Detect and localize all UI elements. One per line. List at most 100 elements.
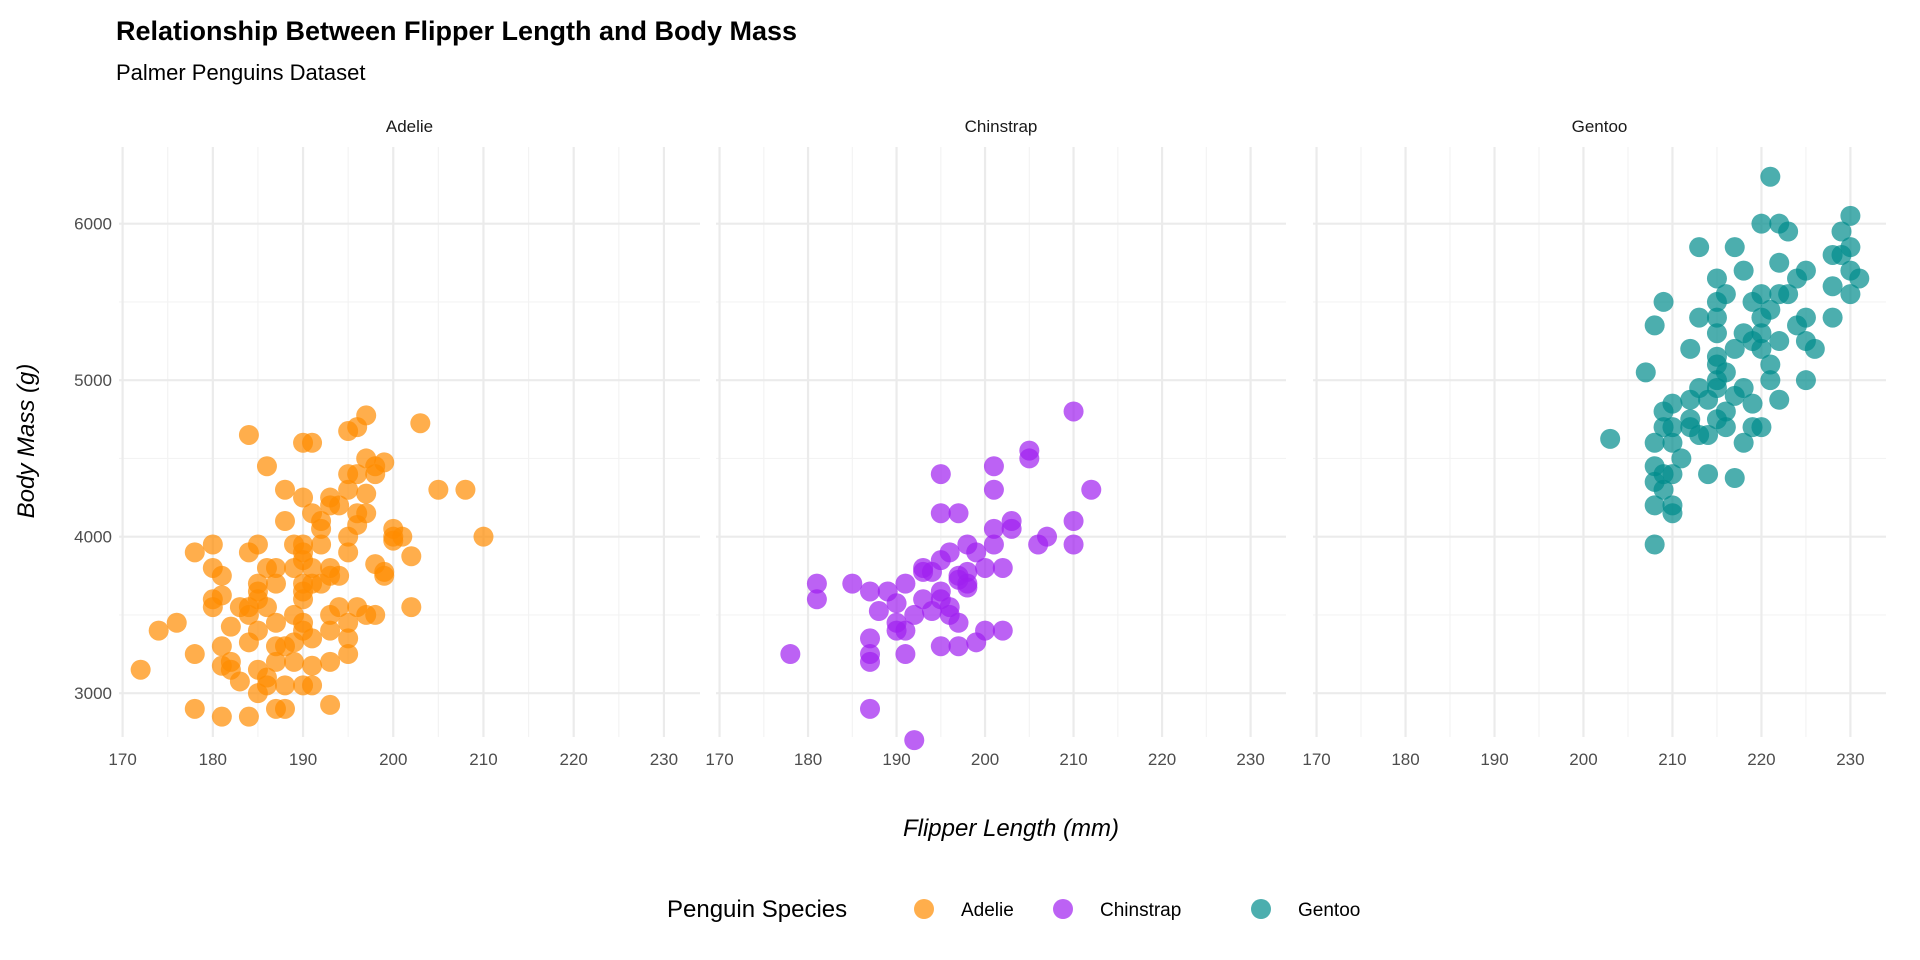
data-point-chinstrap xyxy=(939,542,960,563)
data-point-chinstrap xyxy=(966,542,987,563)
panel-chinstrap: Chinstrap 170 180 190 200 210 220 230 xyxy=(705,117,1286,769)
data-point-gentoo xyxy=(1751,417,1772,438)
x-tick-label: 170 xyxy=(108,750,136,769)
data-point-gentoo xyxy=(1662,432,1683,453)
data-point-gentoo xyxy=(1733,260,1754,281)
data-point-gentoo xyxy=(1715,401,1736,422)
panel-strip-label: Gentoo xyxy=(1572,117,1628,136)
panel-strip-label: Adelie xyxy=(386,117,433,136)
data-point-gentoo xyxy=(1715,417,1736,438)
data-point-adelie xyxy=(329,495,350,516)
data-point-adelie xyxy=(130,659,151,680)
data-point-adelie xyxy=(473,526,494,547)
data-point-adelie xyxy=(320,694,341,715)
data-point-chinstrap xyxy=(842,573,863,594)
x-tick-label: 200 xyxy=(379,750,407,769)
data-point-gentoo xyxy=(1724,338,1745,359)
data-point-adelie xyxy=(401,546,422,567)
legend-label: Chinstrap xyxy=(1100,900,1181,921)
data-point-gentoo xyxy=(1849,268,1870,289)
data-point-adelie xyxy=(329,597,350,618)
data-point-adelie xyxy=(338,628,359,649)
data-point-chinstrap xyxy=(860,628,881,649)
data-point-adelie xyxy=(238,424,259,445)
y-tick-label: 3000 xyxy=(74,684,112,703)
data-point-gentoo xyxy=(1706,378,1727,399)
data-point-adelie xyxy=(338,542,359,563)
data-point-adelie xyxy=(374,565,395,586)
data-point-gentoo xyxy=(1724,237,1745,258)
data-point-gentoo xyxy=(1769,389,1790,410)
x-tick-label: 230 xyxy=(1836,750,1864,769)
data-point-adelie xyxy=(275,511,295,532)
panels: Adelie 170 180 190 200 210 220 230 3000 4000 5000 6… xyxy=(74,117,1886,769)
data-point-gentoo xyxy=(1760,370,1781,391)
y-axis-label: Body Mass (g) xyxy=(13,364,40,519)
data-point-adelie xyxy=(329,565,350,586)
x-tick-label: 200 xyxy=(1569,750,1597,769)
data-point-chinstrap xyxy=(948,503,969,524)
data-point-chinstrap xyxy=(806,589,827,610)
data-point-adelie xyxy=(302,557,323,578)
data-point-chinstrap xyxy=(992,557,1013,578)
legend-label: Adelie xyxy=(961,900,1014,921)
data-point-gentoo xyxy=(1760,354,1781,375)
x-tick-label: 220 xyxy=(560,750,588,769)
data-point-gentoo xyxy=(1689,237,1710,258)
x-tick-label: 200 xyxy=(971,750,999,769)
data-point-adelie xyxy=(455,479,476,500)
data-point-gentoo xyxy=(1778,284,1799,305)
data-point-gentoo xyxy=(1769,252,1790,273)
data-point-adelie xyxy=(184,644,205,665)
data-point-adelie xyxy=(293,487,314,508)
data-point-chinstrap xyxy=(983,456,1004,477)
x-tick-label: 180 xyxy=(1391,750,1419,769)
data-point-adelie xyxy=(338,644,359,665)
data-point-chinstrap xyxy=(895,620,916,641)
data-point-chinstrap xyxy=(1063,534,1084,555)
data-point-chinstrap xyxy=(975,557,996,578)
data-point-adelie xyxy=(311,518,332,539)
data-point-adelie xyxy=(365,604,386,625)
data-point-gentoo xyxy=(1706,268,1727,289)
data-point-adelie xyxy=(338,479,359,500)
data-point-gentoo xyxy=(1751,284,1772,305)
data-point-adelie xyxy=(356,503,377,524)
data-point-gentoo xyxy=(1804,338,1825,359)
data-point-chinstrap xyxy=(1037,526,1058,547)
data-point-gentoo xyxy=(1644,315,1665,336)
data-point-gentoo xyxy=(1822,276,1843,297)
data-point-adelie xyxy=(410,413,431,434)
data-point-chinstrap xyxy=(983,518,1004,539)
data-point-gentoo xyxy=(1724,467,1745,488)
data-point-chinstrap xyxy=(1081,479,1102,500)
data-point-chinstrap xyxy=(860,581,881,602)
data-point-chinstrap xyxy=(930,636,951,657)
data-point-chinstrap xyxy=(860,698,881,719)
legend-key-chinstrap xyxy=(1053,899,1073,919)
chart-subtitle: Palmer Penguins Dataset xyxy=(116,60,365,85)
data-point-adelie xyxy=(256,675,277,696)
data-point-adelie xyxy=(211,636,232,657)
x-tick-label: 230 xyxy=(1236,750,1264,769)
x-tick-label: 170 xyxy=(705,750,733,769)
data-point-adelie xyxy=(275,698,295,719)
data-point-gentoo xyxy=(1715,284,1736,305)
data-point-adelie xyxy=(347,464,368,485)
data-point-adelie xyxy=(284,651,305,672)
data-point-gentoo xyxy=(1751,213,1772,234)
legend-title: Penguin Species xyxy=(667,896,847,923)
data-point-chinstrap xyxy=(868,601,889,622)
data-point-gentoo xyxy=(1698,424,1719,445)
data-point-chinstrap xyxy=(930,464,951,485)
data-point-chinstrap xyxy=(1001,518,1022,539)
data-point-adelie xyxy=(265,612,286,633)
data-point-adelie xyxy=(338,612,359,633)
data-point-adelie xyxy=(311,534,332,555)
data-point-gentoo xyxy=(1706,307,1727,328)
data-point-adelie xyxy=(256,597,277,618)
data-point-chinstrap xyxy=(992,620,1013,641)
data-point-gentoo xyxy=(1706,323,1727,344)
y-tick-label: 4000 xyxy=(74,528,112,547)
